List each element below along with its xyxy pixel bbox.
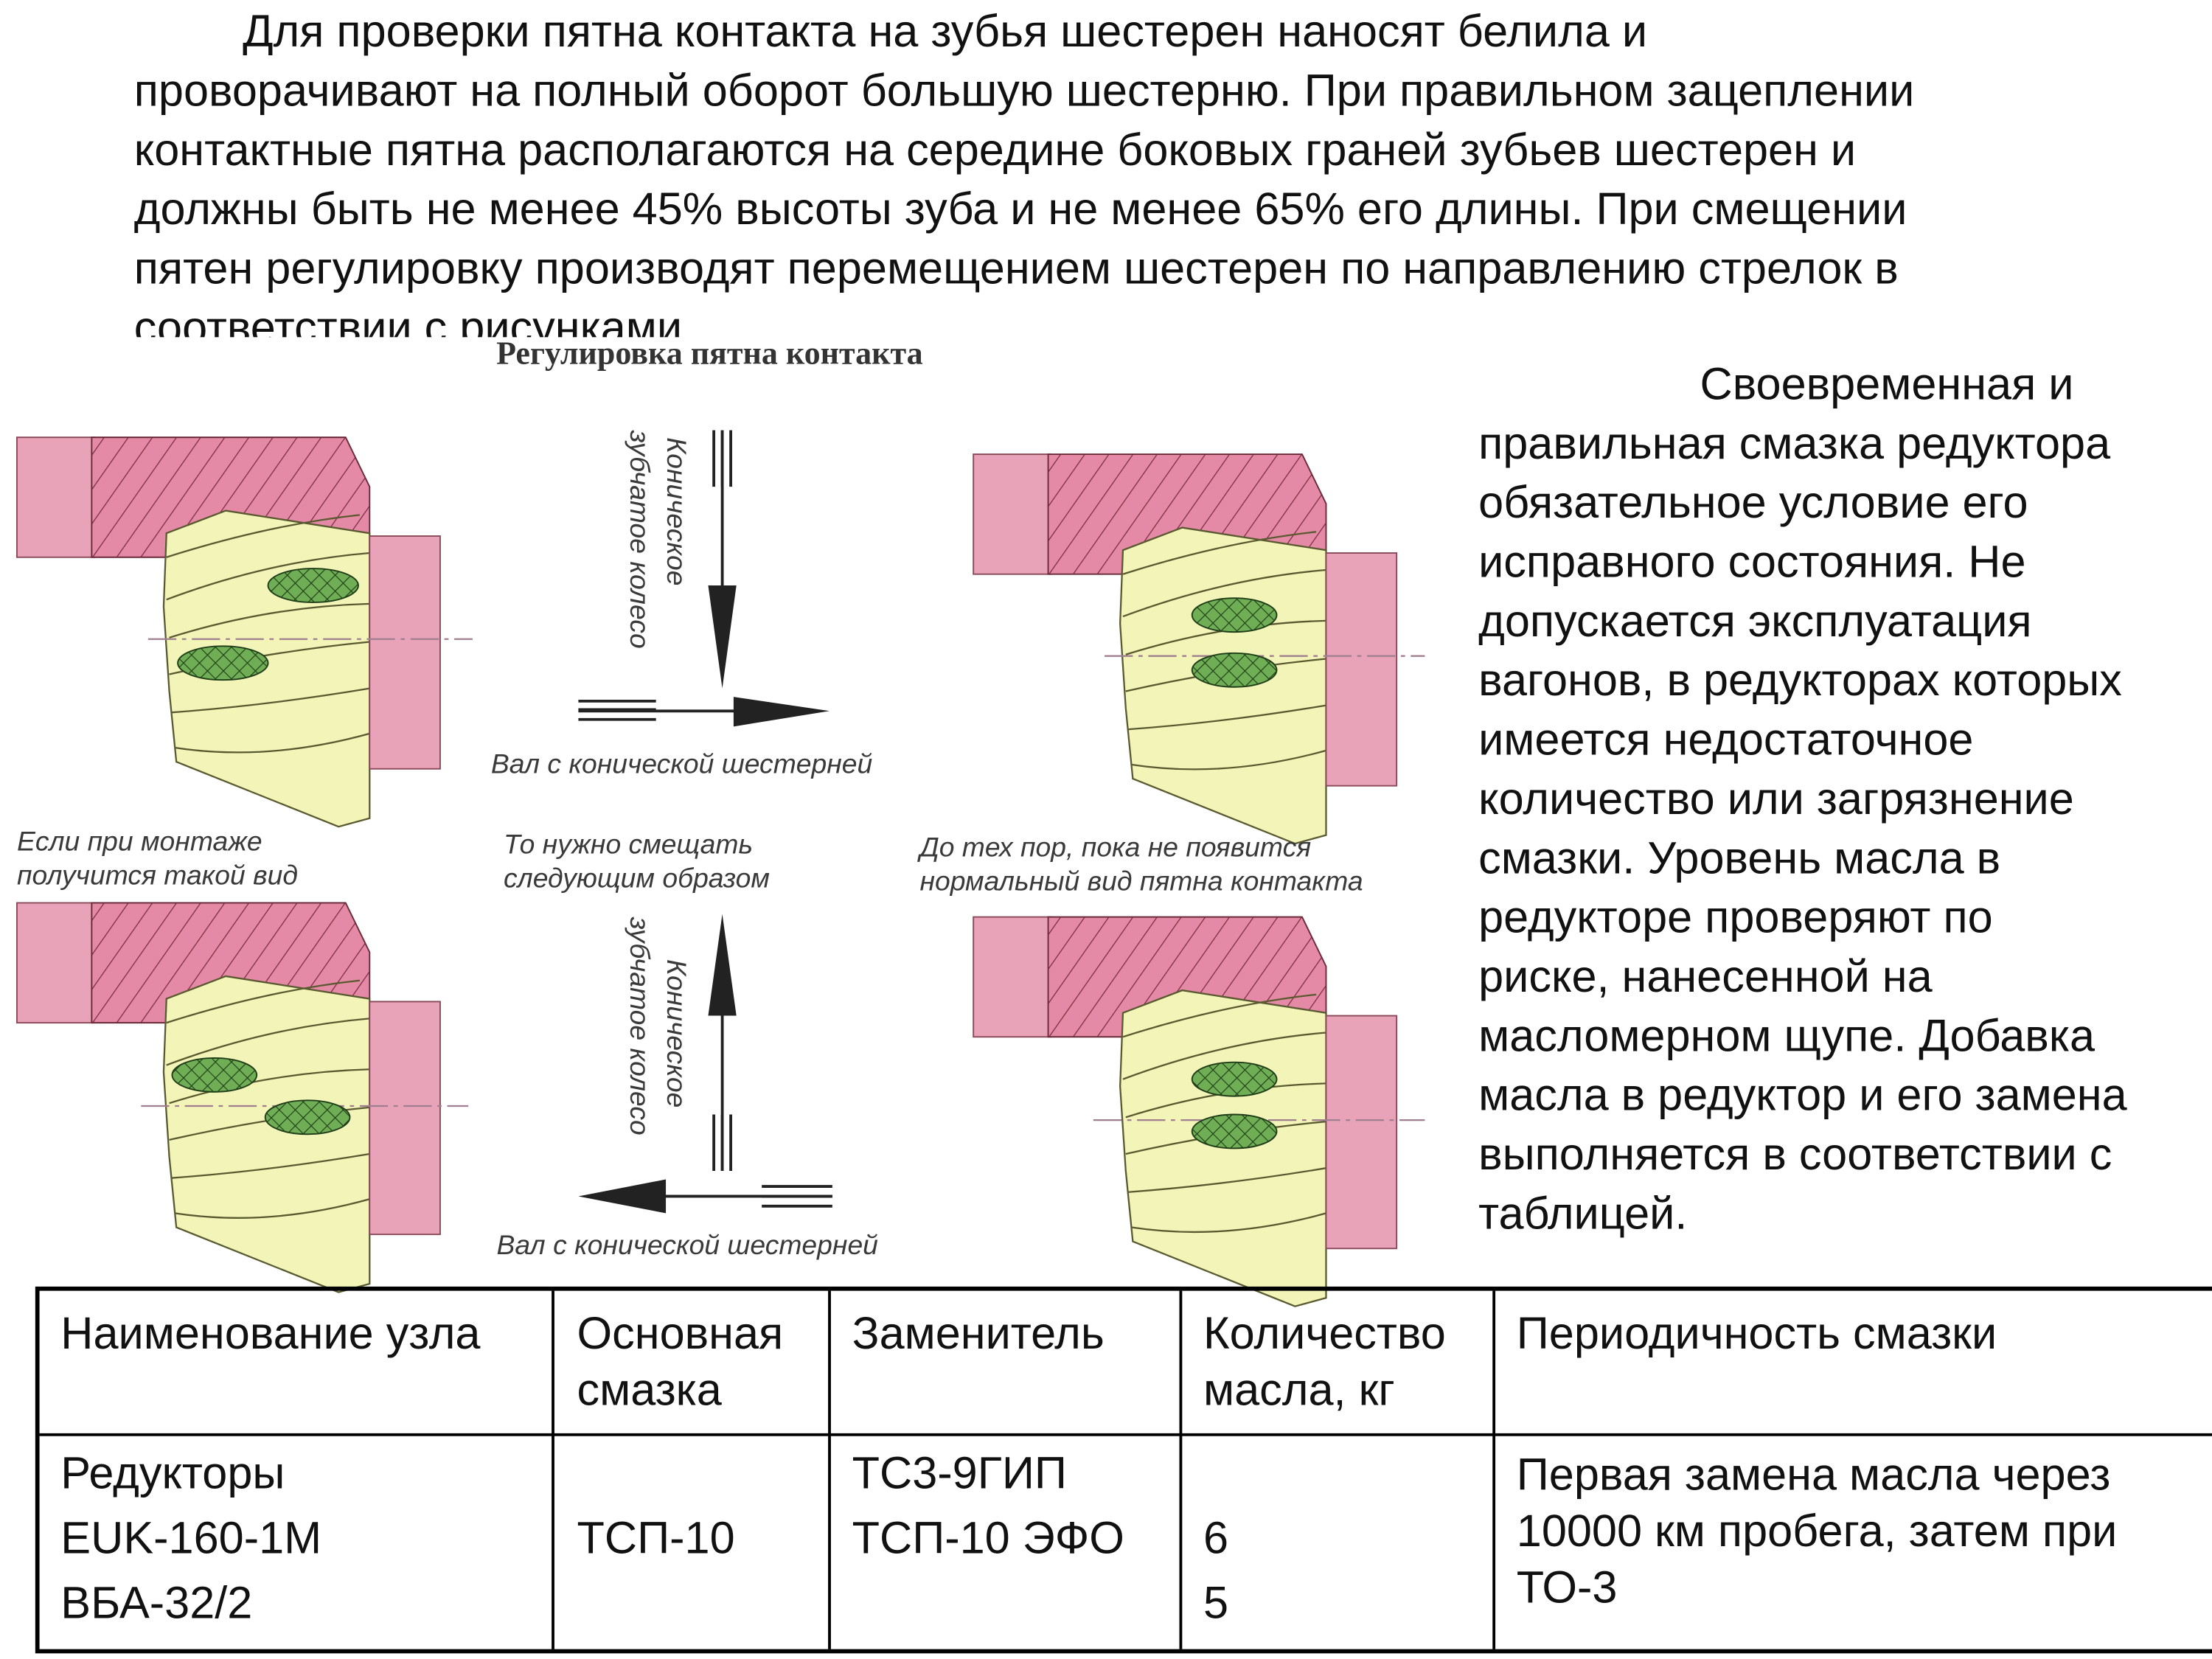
gear-wheel-label: зубчатое колесо bbox=[625, 917, 655, 1135]
text-line: соответствии с рисунками bbox=[133, 302, 683, 338]
figure-title: Регулировка пятна контакта bbox=[496, 335, 922, 372]
text-line: выполняется в соответствии с bbox=[1478, 1128, 2112, 1180]
arrow-up-icon bbox=[708, 914, 737, 1172]
gear-wheel-label: зубчатое колесо bbox=[625, 430, 655, 649]
text-line: должны быть не менее 45% высоты зуба и н… bbox=[133, 183, 1907, 234]
text-line: контактные пятна располагаются на середи… bbox=[133, 124, 1857, 175]
text-line: редукторе проверяют по bbox=[1478, 891, 1993, 943]
text-line: вагонов, в редукторах которых bbox=[1478, 654, 2122, 706]
text-line: таблицей. bbox=[1478, 1187, 1688, 1239]
arrow-right-icon bbox=[578, 697, 830, 727]
text-line: Своевременная и bbox=[1700, 358, 2074, 409]
gear-diagram-bottom-left bbox=[15, 902, 469, 1293]
shaft-label: Вал с конической шестерней bbox=[491, 748, 872, 779]
text-line: исправного состояния. Не bbox=[1478, 536, 2026, 587]
contact-patch bbox=[1191, 1061, 1278, 1097]
cell-main-lubricant: ТСП-10 bbox=[577, 1512, 735, 1563]
contact-patch bbox=[177, 645, 269, 681]
header-unit-name: Наименование узла bbox=[60, 1307, 481, 1359]
text-line: масломерном щупе. Добавка bbox=[1478, 1009, 2095, 1061]
text-line: имеется недостаточное bbox=[1478, 714, 1974, 765]
gear-diagram-bottom-right bbox=[973, 916, 1425, 1307]
header-main-lubricant: Основная смазка bbox=[577, 1307, 784, 1416]
text-line: масла в редуктор и его замена bbox=[1478, 1069, 2127, 1121]
gear-diagram-top-left bbox=[15, 436, 473, 828]
text-line: количество или загрязнение bbox=[1478, 773, 2074, 824]
shaft-label: Вал с конической шестерней bbox=[496, 1229, 877, 1260]
text-line: проворачивают на полный оборот большую ш… bbox=[133, 65, 1915, 116]
text-line: риске, нанесенной на bbox=[1478, 950, 1933, 1002]
text-line: смазки. Уровень масла в bbox=[1478, 832, 2001, 883]
lubrication-table: Наименование узла Основная смазка Замени… bbox=[35, 1286, 2212, 1654]
contact-patch bbox=[267, 568, 359, 603]
caption-right: нормальный вид пятна контакта bbox=[919, 865, 1363, 896]
arrow-left-icon bbox=[578, 1179, 832, 1214]
cell-unit: Редукторы EUK-160-1M ВБА-32/2 bbox=[60, 1447, 322, 1628]
gear-wheel-label: Коническое bbox=[661, 437, 692, 585]
caption-middle: То нужно смещать bbox=[504, 829, 753, 860]
caption-left: получится такой вид bbox=[17, 860, 298, 891]
contact-patch bbox=[171, 1057, 258, 1093]
gear-diagram-top-right bbox=[973, 453, 1425, 845]
text-line: пятен регулировку производят перемещение… bbox=[133, 243, 1899, 293]
contact-patch bbox=[264, 1099, 351, 1135]
cell-substitute: ТС3-9ГИП ТСП-10 ЭФО bbox=[852, 1447, 1124, 1563]
cell-periodicity: Первая замена масла через 10000 км пробе… bbox=[1516, 1448, 2118, 1613]
arrow-down-icon bbox=[708, 430, 737, 689]
header-periodicity: Периодичность смазки bbox=[1516, 1307, 1997, 1359]
cell-quantity: 6 5 bbox=[1203, 1512, 1229, 1628]
text-line: допускается эксплуатация bbox=[1478, 595, 2032, 647]
contact-patch bbox=[1191, 1113, 1278, 1150]
header-oil-quantity: Количество масла, кг bbox=[1203, 1307, 1446, 1416]
text-line: правильная смазка редуктора bbox=[1478, 417, 2111, 469]
lubrication-paragraph: Своевременная и правильная смазка редукт… bbox=[1478, 354, 2127, 1242]
header-substitute: Заменитель bbox=[852, 1307, 1105, 1359]
caption-left: Если при монтаже bbox=[17, 826, 262, 857]
caption-middle: следующим образом bbox=[504, 862, 770, 893]
intro-paragraph: Для проверки пятна контакта на зубья шес… bbox=[133, 1, 1915, 338]
caption-right: До тех пор, пока не появится bbox=[917, 831, 1311, 862]
gear-wheel-label: Коническое bbox=[661, 959, 692, 1107]
contact-patch bbox=[1191, 597, 1278, 633]
contact-patch bbox=[1191, 652, 1278, 688]
text-line: Для проверки пятна контакта на зубья шес… bbox=[243, 5, 1648, 57]
text-line: обязательное условие его bbox=[1478, 476, 2028, 528]
